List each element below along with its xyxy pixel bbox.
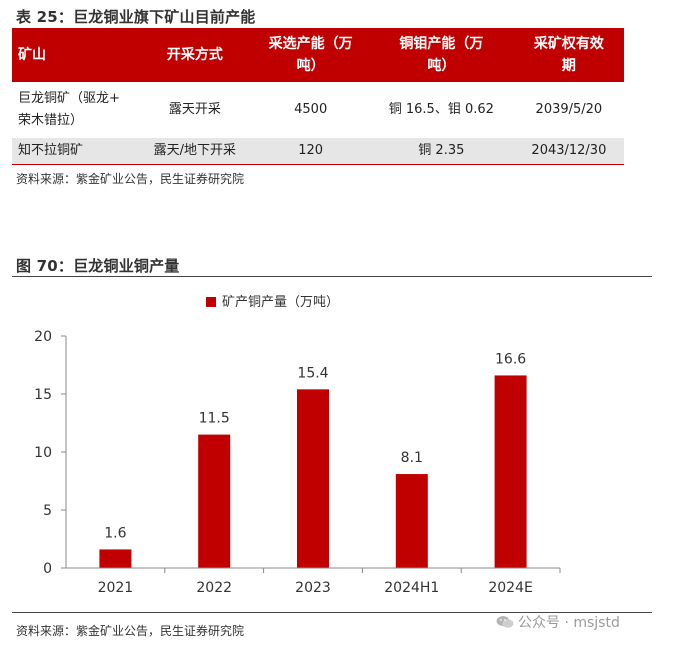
y-tick-label: 10 bbox=[34, 445, 52, 461]
bar-series bbox=[99, 375, 527, 568]
figure-title-rule bbox=[12, 276, 652, 277]
watermark: 公众号 · msjstd bbox=[496, 612, 620, 632]
data-label: 8.1 bbox=[401, 450, 423, 466]
cell-expiry: 2039/5/20 bbox=[513, 82, 624, 138]
cell-cu-mo: 铜 2.35 bbox=[368, 138, 514, 165]
data-labels: 1.6 11.5 15.4 8.1 16.6 bbox=[104, 351, 526, 541]
x-tick-label: 2023 bbox=[295, 580, 331, 596]
figure-title: 图 70：巨龙铜业铜产量 bbox=[16, 257, 180, 275]
mine-capacity-table: 矿山 开采方式 采选产能（万 吨） 铜钼产能（万 吨） 采矿权有效期 巨龙铜矿（驱龙… bbox=[12, 28, 624, 165]
legend-swatch bbox=[206, 297, 216, 307]
cell-capacity: 120 bbox=[252, 138, 369, 165]
cell-cu-mo: 铜 16.5、钼 0.62 bbox=[368, 82, 514, 138]
bar bbox=[395, 474, 428, 568]
header-expiry: 采矿权有效期 bbox=[513, 28, 624, 82]
cell-capacity: 4500 bbox=[252, 82, 369, 138]
header-cu-mo: 铜钼产能（万 吨） bbox=[368, 28, 514, 82]
cell-mine: 知不拉铜矿 bbox=[12, 138, 138, 165]
cell-method: 露天/地下开采 bbox=[137, 138, 253, 165]
data-label: 1.6 bbox=[104, 525, 126, 541]
y-axis: 0 5 10 15 20 bbox=[34, 329, 67, 577]
table-row: 巨龙铜矿（驱龙+ 荣木错拉） 露天开采 4500 铜 16.5、钼 0.62 20… bbox=[12, 82, 624, 138]
data-label: 16.6 bbox=[495, 351, 526, 367]
cell-mine: 巨龙铜矿（驱龙+ 荣木错拉） bbox=[12, 82, 138, 138]
figure-source: 资料来源：紫金矿业公告，民生证券研究院 bbox=[16, 624, 245, 638]
data-label: 11.5 bbox=[199, 411, 230, 427]
bar bbox=[99, 549, 132, 568]
x-axis: 2021 2022 2023 2024H1 2024E bbox=[66, 567, 561, 596]
x-tick-label: 2024H1 bbox=[384, 580, 439, 596]
table-row: 知不拉铜矿 露天/地下开采 120 铜 2.35 2043/12/30 bbox=[12, 138, 624, 165]
legend-label: 矿产铜产量（万吨） bbox=[222, 295, 339, 310]
x-tick-label: 2024E bbox=[488, 580, 532, 596]
y-tick-label: 15 bbox=[34, 387, 52, 403]
header-capacity: 采选产能（万 吨） bbox=[252, 28, 369, 82]
header-mine: 矿山 bbox=[12, 28, 138, 82]
y-tick-label: 20 bbox=[34, 329, 52, 345]
table-source: 资料来源：紫金矿业公告，民生证券研究院 bbox=[16, 172, 245, 186]
bar bbox=[297, 389, 329, 568]
x-tick-label: 2021 bbox=[98, 580, 134, 596]
copper-output-chart: 矿产铜产量（万吨） 0 5 10 15 20 1.6 11.5 15.4 8.1 16.6 20… bbox=[34, 295, 561, 596]
x-tick-label: 2022 bbox=[196, 580, 232, 596]
cell-expiry: 2043/12/30 bbox=[513, 138, 624, 165]
data-label: 15.4 bbox=[297, 365, 328, 381]
table-header-row: 矿山 开采方式 采选产能（万 吨） 铜钼产能（万 吨） 采矿权有效期 bbox=[12, 28, 624, 82]
chart-legend: 矿产铜产量（万吨） bbox=[206, 295, 339, 310]
y-tick-label: 5 bbox=[43, 503, 52, 519]
bar bbox=[198, 434, 231, 568]
table-title: 表 25：巨龙铜业旗下矿山目前产能 bbox=[16, 8, 256, 26]
cell-method: 露天开采 bbox=[137, 82, 253, 138]
header-method: 开采方式 bbox=[137, 28, 253, 82]
wechat-icon bbox=[496, 616, 514, 628]
figure-bottom-rule bbox=[12, 612, 652, 613]
bar bbox=[494, 375, 527, 568]
y-tick-label: 0 bbox=[43, 561, 52, 577]
watermark-text: 公众号 · msjstd bbox=[518, 615, 620, 631]
